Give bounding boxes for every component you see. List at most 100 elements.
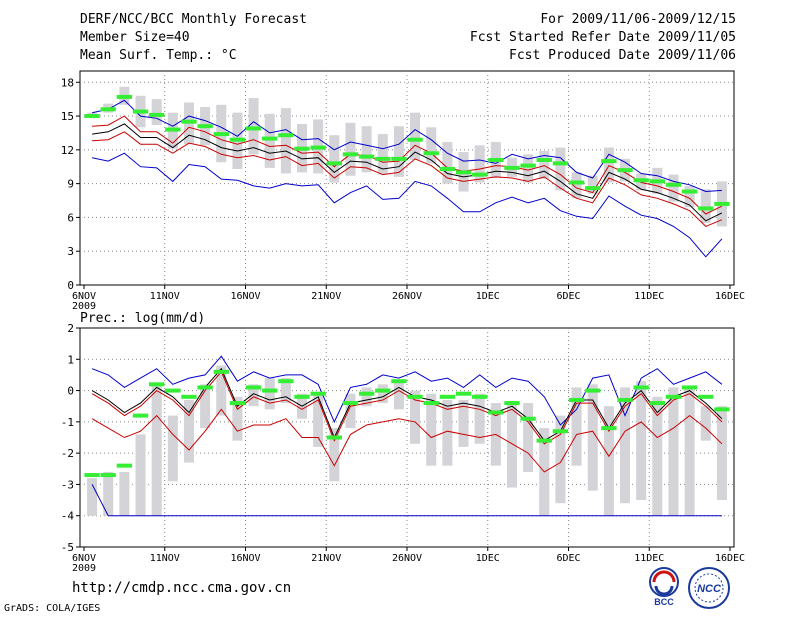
y-tick-label: -2 <box>61 447 74 460</box>
observation-marker <box>617 168 633 173</box>
observation-marker <box>536 438 552 443</box>
observation-marker <box>714 407 730 412</box>
y-tick-label: 6 <box>67 211 74 224</box>
range-bar <box>523 154 534 183</box>
ncc-logo: NCC <box>688 567 730 609</box>
observation-marker <box>391 379 407 384</box>
x-tick-label: 16NOV <box>230 291 260 302</box>
observation-marker <box>262 136 278 141</box>
range-bar <box>442 141 453 184</box>
observation-marker <box>488 157 504 162</box>
series-line-min <box>91 152 723 258</box>
x-tick-label: 11NOV <box>150 553 180 564</box>
x-tick-label: 1DEC <box>476 291 500 302</box>
observation-marker <box>585 388 601 393</box>
observation-marker <box>229 401 246 406</box>
x-tick-label: 26NOV <box>392 553 422 564</box>
range-bar <box>620 387 631 504</box>
observation-marker <box>375 156 391 161</box>
range-bar <box>603 406 614 516</box>
observation-marker <box>229 137 246 142</box>
y-tick-label: -5 <box>61 541 74 554</box>
range-bar <box>151 384 162 516</box>
range-bar <box>555 147 566 191</box>
ncc-logo-text: NCC <box>697 583 722 595</box>
series-line-max <box>91 99 722 193</box>
x-year-label: 2009 <box>72 301 96 312</box>
observation-marker <box>245 385 262 390</box>
observation-marker <box>488 410 504 415</box>
y-tick-label: 12 <box>61 144 74 157</box>
observation-marker <box>423 151 439 156</box>
x-tick-label: 11NOV <box>150 291 180 302</box>
observation-marker <box>698 206 714 211</box>
y-tick-label: 15 <box>61 110 74 123</box>
series-line-lower <box>92 131 723 227</box>
range-bar <box>393 126 404 177</box>
y-tick-label: 2 <box>67 322 74 335</box>
x-tick-label: 21NOV <box>311 553 341 564</box>
observation-marker <box>181 394 197 399</box>
observation-marker <box>649 401 665 406</box>
y-tick-label: 18 <box>61 76 74 89</box>
x-tick-label: 21NOV <box>311 291 341 302</box>
observation-marker <box>197 385 213 390</box>
observation-marker <box>568 397 585 402</box>
observation-marker <box>213 132 229 137</box>
range-bar <box>474 393 485 444</box>
observation-marker <box>568 180 585 185</box>
observation-marker <box>407 394 423 399</box>
range-bar <box>167 415 178 482</box>
x-tick-label: 6NOV <box>72 291 96 302</box>
observation-marker <box>310 391 326 396</box>
observation-marker <box>601 426 617 431</box>
range-bar <box>506 403 517 488</box>
observation-marker <box>245 126 262 131</box>
x-tick-label: 16DEC <box>715 553 745 564</box>
range-bar <box>103 471 114 516</box>
forecast-period: For 2009/11/06-2009/12/15 <box>540 12 736 27</box>
x-tick-label: 26NOV <box>392 291 422 302</box>
x-year-label: 2009 <box>72 563 96 574</box>
range-bar <box>668 387 679 516</box>
observation-marker <box>472 394 488 399</box>
range-bar <box>587 175 598 194</box>
range-bar <box>571 172 582 199</box>
grads-credit: GrADS: COLA/IGES <box>4 603 101 614</box>
range-bar <box>426 393 437 466</box>
range-bar <box>183 399 194 463</box>
refer-date: Fcst Started Refer Date 2009/11/05 <box>469 30 736 45</box>
range-bar <box>248 98 259 155</box>
observation-marker <box>116 94 133 99</box>
range-bar <box>410 112 421 160</box>
x-tick-label: 11DEC <box>634 291 664 302</box>
member-size: Member Size=40 <box>80 30 190 45</box>
range-bar <box>329 135 340 183</box>
observation-marker <box>375 388 391 393</box>
observation-marker <box>149 112 165 117</box>
x-tick-label: 1DEC <box>476 553 500 564</box>
range-bar <box>135 434 146 516</box>
range-bar <box>216 365 227 416</box>
x-tick-label: 6DEC <box>556 553 580 564</box>
observation-marker <box>585 186 601 191</box>
range-bar <box>571 387 582 466</box>
range-bar <box>361 387 372 407</box>
observation-marker <box>278 379 294 384</box>
range-bar <box>684 387 695 516</box>
website-url[interactable]: http://cmdp.ncc.cma.gov.cn <box>72 580 292 596</box>
range-bar <box>652 396 663 516</box>
range-bar <box>716 406 727 501</box>
y-tick-label: -3 <box>61 478 74 491</box>
range-bar <box>345 122 356 176</box>
observation-marker <box>326 435 342 440</box>
observation-marker <box>294 394 310 399</box>
range-bar <box>458 399 469 447</box>
range-bar <box>700 406 711 441</box>
observation-marker <box>504 401 520 406</box>
range-bar <box>232 396 243 441</box>
observation-marker <box>149 382 165 387</box>
range-bar <box>248 384 259 407</box>
produced-date: Fcst Produced Date 2009/11/06 <box>509 48 736 63</box>
observation-marker <box>698 394 714 399</box>
